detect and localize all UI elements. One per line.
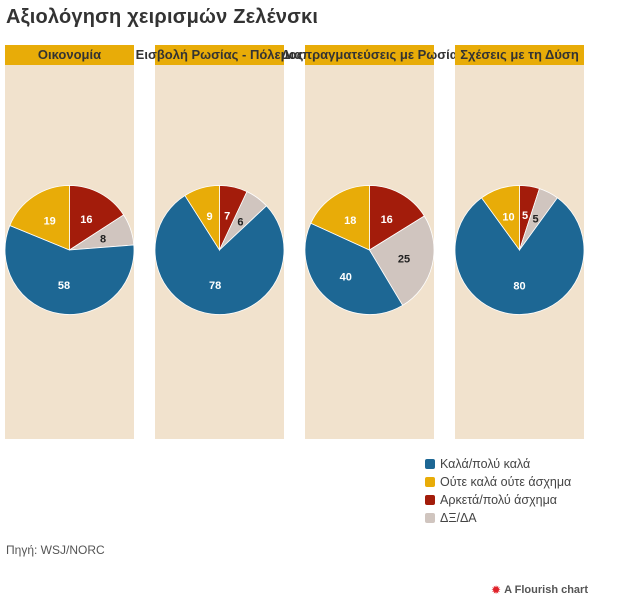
slice-value-label: 6: [237, 216, 243, 228]
legend-swatch: [425, 513, 435, 523]
slice-value-label: 18: [344, 215, 356, 227]
panel-header: Σχέσεις με τη Δύση: [455, 45, 584, 65]
slice-value-label: 10: [502, 211, 514, 223]
panel-west-relations: Σχέσεις με τη Δύση 5 5 80 10: [455, 45, 584, 439]
panel-invasion: Εισβολή Ρωσίας - Πόλεμος 7 6 78 9: [155, 45, 284, 439]
legend-item[interactable]: Ούτε καλά ούτε άσχημα: [425, 473, 571, 491]
source-note: Πηγή: WSJ/NORC: [6, 543, 105, 557]
panel-header: Διαπραγματεύσεις με Ρωσία: [305, 45, 434, 65]
legend-label: ΔΞ/ΔΑ: [440, 511, 477, 525]
slice-value-label: 19: [44, 216, 56, 228]
flourish-credit-link[interactable]: ✹ A Flourish chart: [491, 583, 588, 597]
slice-value-label: 9: [207, 211, 213, 223]
slice-value-label: 8: [100, 234, 106, 246]
legend-label: Αρκετά/πολύ άσχημα: [440, 493, 557, 507]
flourish-logo-icon: ✹: [491, 583, 501, 597]
slice-value-label: 40: [340, 271, 352, 283]
slice-value-label: 80: [513, 281, 525, 293]
panel-title: Οικονομία: [38, 45, 101, 65]
legend: Καλά/πολύ καλά Ούτε καλά ούτε άσχημα Αρκ…: [425, 455, 571, 527]
legend-swatch: [425, 495, 435, 505]
slice-value-label: 78: [209, 280, 221, 292]
panel-title: Διαπραγματεύσεις με Ρωσία: [281, 45, 458, 65]
panel-header: Οικονομία: [5, 45, 134, 65]
legend-swatch: [425, 477, 435, 487]
pie-chart: 5 5 80 10: [455, 185, 584, 315]
panel-title: Εισβολή Ρωσίας - Πόλεμος: [136, 45, 304, 65]
pie-chart: 7 6 78 9: [155, 185, 284, 315]
slice-value-label: 25: [398, 253, 410, 265]
legend-label: Ούτε καλά ούτε άσχημα: [440, 475, 571, 489]
pie-chart: 16 8 58 19: [5, 185, 134, 315]
slice-value-label: 5: [533, 213, 539, 225]
chart-title: Αξιολόγηση χειρισμών Ζελένσκι: [6, 6, 318, 29]
legend-item[interactable]: Αρκετά/πολύ άσχημα: [425, 491, 571, 509]
legend-item[interactable]: Καλά/πολύ καλά: [425, 455, 571, 473]
legend-item[interactable]: ΔΞ/ΔΑ: [425, 509, 571, 527]
panel-header: Εισβολή Ρωσίας - Πόλεμος: [155, 45, 284, 65]
legend-swatch: [425, 459, 435, 469]
legend-label: Καλά/πολύ καλά: [440, 457, 530, 471]
slice-value-label: 7: [224, 210, 230, 222]
panel-economy: Οικονομία 16 8 58 19: [5, 45, 134, 439]
panel-negotiations: Διαπραγματεύσεις με Ρωσία 16 25 40 18: [305, 45, 434, 439]
flourish-credit-label: A Flourish chart: [504, 584, 588, 596]
slice-value-label: 5: [522, 210, 528, 222]
panel-title: Σχέσεις με τη Δύση: [460, 45, 579, 65]
pie-chart: 16 25 40 18: [305, 185, 434, 315]
slice-value-label: 58: [58, 280, 70, 292]
slice-value-label: 16: [80, 214, 92, 226]
slice-value-label: 16: [381, 214, 393, 226]
